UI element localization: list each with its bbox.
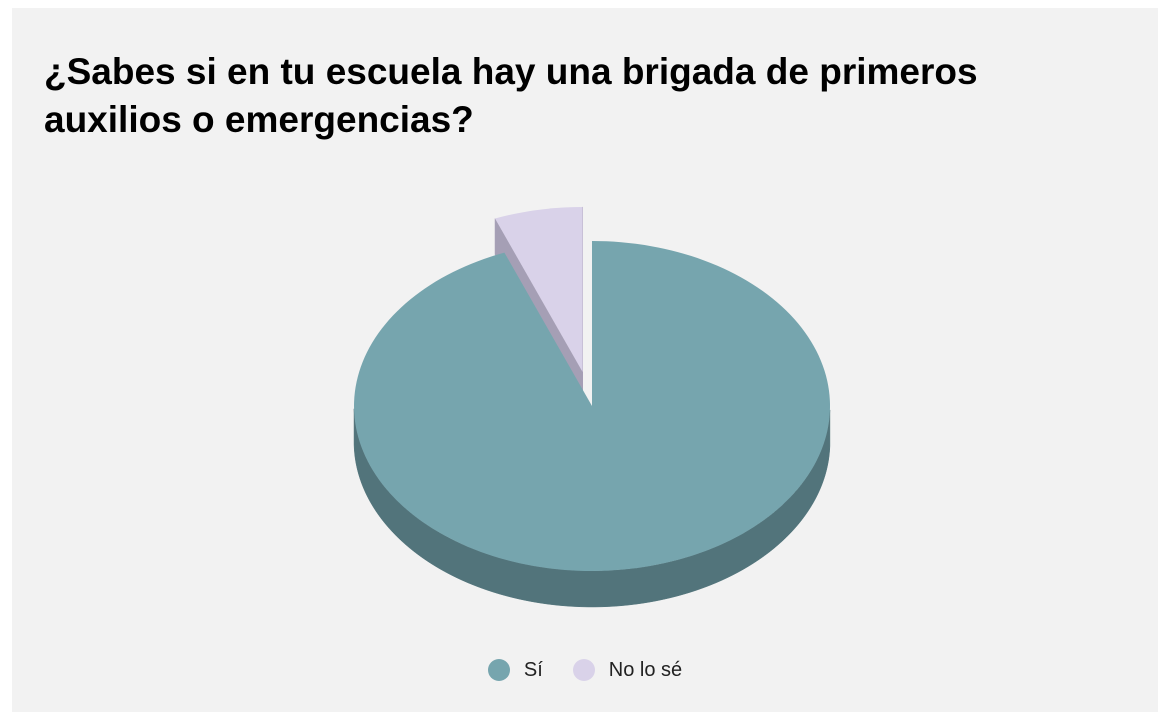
- legend: Sí No lo sé: [12, 656, 1158, 684]
- legend-swatch-si: [487, 659, 510, 681]
- legend-item-no-lo-se[interactable]: No lo sé: [572, 658, 683, 682]
- chart-container: ¿Sabes si en tu escuela hay una brigada …: [12, 8, 1158, 712]
- pie-chart: [353, 206, 831, 608]
- legend-swatch-no-lo-se: [572, 659, 595, 681]
- pie-slice-si[interactable]: [354, 241, 831, 571]
- legend-label-si: Sí: [523, 658, 543, 681]
- legend-label-no-lo-se: No lo sé: [608, 658, 683, 681]
- legend-item-si[interactable]: Sí: [487, 658, 543, 682]
- chart-title: ¿Sabes si en tu escuela hay una brigada …: [44, 51, 978, 140]
- pie-slice-no-lo-se[interactable]: [495, 206, 583, 372]
